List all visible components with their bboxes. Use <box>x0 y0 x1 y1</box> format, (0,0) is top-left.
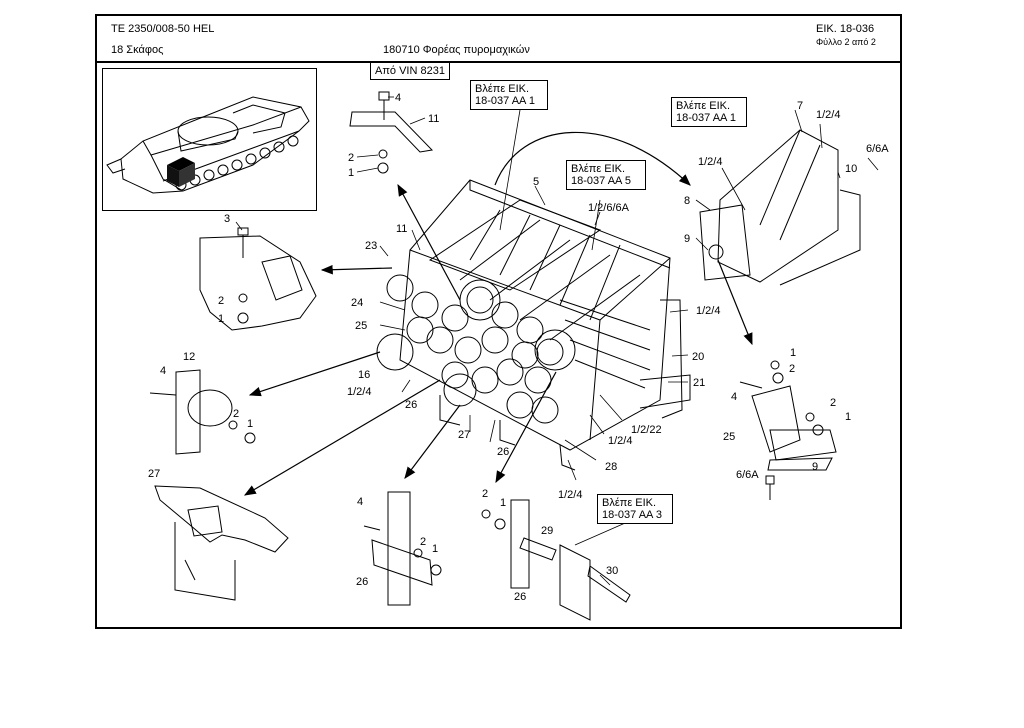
tank-locator-illustration <box>106 96 310 194</box>
label-27-b: 27 <box>148 468 160 480</box>
leader-lines <box>235 96 879 586</box>
vin-callout: Από VIN 8231 <box>370 62 450 80</box>
label-9: 9 <box>684 233 690 245</box>
sheet-number: Φύλλο 2 από 2 <box>816 37 876 47</box>
label-11-b: 11 <box>396 223 407 235</box>
part-number-labels: 4 11 2 1 5 1/2/6/6A 7 1/2/4 6/6A 10 1/2/… <box>148 92 889 603</box>
label-1-2-4: 1/2/4 <box>816 109 840 121</box>
reference-callout-1: Βλέπε ΕΙΚ. 18-037 AA 1 <box>470 80 548 110</box>
drawing-sheet: TE 2350/008-50 HEL 18 Σκάφος 180710 Φορέ… <box>95 14 902 629</box>
label-6-6A-b: 6/6A <box>736 469 759 481</box>
label-9-b: 9 <box>812 461 818 473</box>
pointer-arrows <box>243 183 753 496</box>
label-16: 16 <box>358 369 370 381</box>
label-23: 23 <box>365 240 377 252</box>
figure-number: ΕΙΚ. 18-036 <box>816 23 875 35</box>
label-12: 12 <box>183 351 195 363</box>
upper-right-subassembly <box>699 129 861 286</box>
header-divider <box>97 61 900 63</box>
label-1-2-22: 1/2/22 <box>631 424 662 436</box>
label-1-f: 1 <box>432 543 438 555</box>
lower-right-bracket <box>739 360 837 500</box>
label-24: 24 <box>351 297 363 309</box>
label-25: 25 <box>355 320 367 332</box>
label-21: 21 <box>693 377 705 389</box>
label-3: 3 <box>224 213 230 225</box>
ammo-rack-assembly <box>376 179 691 471</box>
label-27: 27 <box>458 429 470 441</box>
relocation-arrow <box>494 131 691 186</box>
label-1-c: 1 <box>247 418 253 430</box>
label-26: 26 <box>405 399 417 411</box>
pin-assembly-detail <box>481 499 631 621</box>
label-25-b: 25 <box>723 431 735 443</box>
label-1-2-4-b: 1/2/4 <box>698 156 722 168</box>
section-title: 18 Σκάφος <box>111 44 164 56</box>
label-20: 20 <box>692 351 704 363</box>
label-1-2-4-d: 1/2/4 <box>696 305 720 317</box>
label-11: 11 <box>428 113 439 125</box>
label-2-d: 2 <box>789 363 795 375</box>
assembly-title: 180710 Φορέας πυρομαχικών <box>383 44 530 56</box>
label-29: 29 <box>541 525 553 537</box>
vehicle-locator-inset <box>102 68 317 211</box>
reference-callout-2: Βλέπε ΕΙΚ. 18-037 AA 5 <box>566 160 646 190</box>
label-4-b: 4 <box>160 365 166 377</box>
reference-callout-3: Βλέπε ΕΙΚ. 18-037 AA 1 <box>671 97 747 127</box>
label-1-2-4-c: 1/2/4 <box>347 386 371 398</box>
label-2-e: 2 <box>830 397 836 409</box>
doc-code: TE 2350/008-50 HEL <box>111 23 215 35</box>
fin-bracket-detail <box>199 227 317 331</box>
label-1-g: 1 <box>500 497 506 509</box>
label-2-f: 2 <box>420 536 426 548</box>
label-4-d: 4 <box>357 496 363 508</box>
label-2-c: 2 <box>233 408 239 420</box>
label-1: 1 <box>348 167 354 179</box>
label-1-b: 1 <box>218 313 224 325</box>
label-5: 5 <box>533 176 539 188</box>
bracket-12-detail <box>149 369 256 455</box>
label-1-e: 1 <box>845 411 851 423</box>
label-2: 2 <box>348 152 354 164</box>
reference-callout-4: Βλέπε ΕΙΚ. 18-037 AA 3 <box>597 494 673 524</box>
label-1-2-4-e: 1/2/4 <box>608 435 632 447</box>
label-4-c: 4 <box>731 391 737 403</box>
label-6-6A: 6/6A <box>866 143 889 155</box>
label-26-d: 26 <box>514 591 526 603</box>
label-4: 4 <box>395 92 401 104</box>
label-1-d: 1 <box>790 347 796 359</box>
label-26-c: 26 <box>356 576 368 588</box>
label-1-2-6-6A: 1/2/6/6A <box>588 202 630 214</box>
label-26-b: 26 <box>497 446 509 458</box>
label-30: 30 <box>606 565 618 577</box>
label-10: 10 <box>845 163 857 175</box>
plate-26-left-detail <box>363 491 442 606</box>
ammo-rack-location-marker <box>167 157 195 187</box>
label-8: 8 <box>684 195 690 207</box>
label-7: 7 <box>797 100 803 112</box>
label-28: 28 <box>605 461 617 473</box>
label-2-g: 2 <box>482 488 488 500</box>
label-2-b: 2 <box>218 295 224 307</box>
top-clamp-detail <box>349 91 434 174</box>
clip-27-detail <box>154 485 289 601</box>
label-1-2-4-f: 1/2/4 <box>558 489 582 501</box>
